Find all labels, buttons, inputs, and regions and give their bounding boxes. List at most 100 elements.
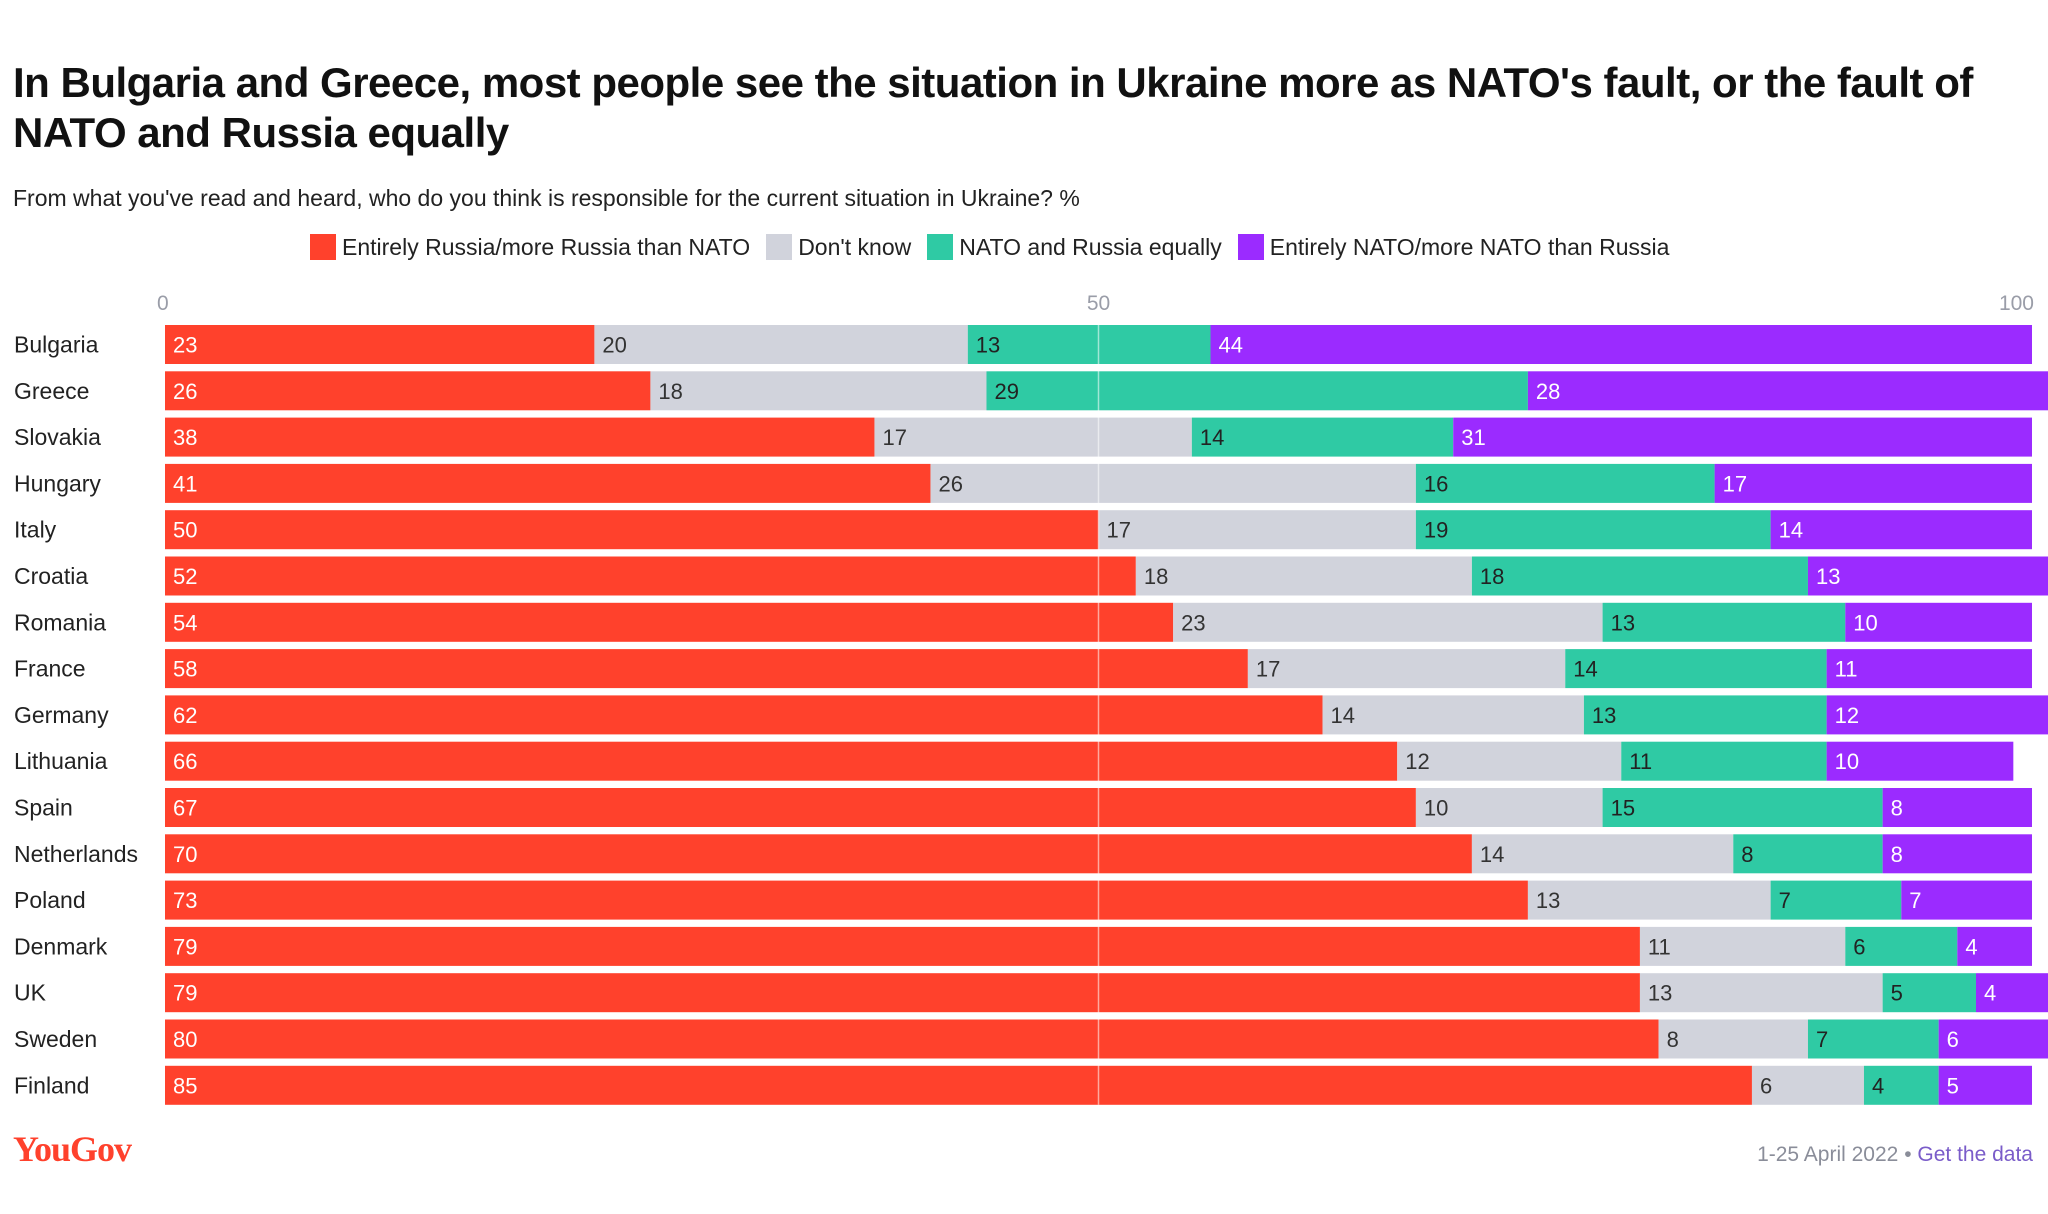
data-label: 19 — [1424, 518, 1448, 543]
data-label: 66 — [173, 749, 197, 774]
bar-segment-entirely-russia-more-russia-than-nato — [165, 926, 1640, 966]
category-label: Finland — [14, 1072, 89, 1098]
bar-segment-nato-and-russia-equally — [1583, 695, 1827, 735]
get-the-data-link[interactable]: Get the data — [1917, 1143, 2033, 1166]
data-label: 20 — [602, 333, 626, 358]
data-label: 17 — [1107, 518, 1131, 543]
data-label: 18 — [1144, 564, 1168, 589]
data-label: 28 — [1536, 379, 1560, 404]
bar-segment-entirely-nato-more-nato-than-russia — [1882, 834, 2032, 874]
data-label: 26 — [938, 471, 962, 496]
footer-info: 1-25 April 2022 • Get the data — [1757, 1143, 2033, 1167]
category-label: Germany — [14, 702, 109, 728]
bar-segment-don-t-know — [1247, 649, 1566, 689]
data-label: 23 — [1181, 610, 1205, 635]
data-label: 6 — [1760, 1073, 1772, 1098]
category-label: France — [14, 656, 86, 682]
legend-swatch — [310, 234, 336, 260]
bar-segment-nato-and-russia-equally — [1415, 463, 1715, 503]
chart-subtitle: From what you've read and heard, who do … — [13, 185, 1080, 211]
data-label: 17 — [1723, 471, 1747, 496]
bar-segment-entirely-russia-more-russia-than-nato — [165, 1065, 1752, 1105]
bar-segment-nato-and-russia-equally — [1770, 880, 1902, 920]
bar-segment-entirely-nato-more-nato-than-russia — [1938, 1019, 2048, 1059]
legend-label: Entirely NATO/more NATO than Russia — [1269, 234, 1670, 260]
data-label: 6 — [1947, 1027, 1959, 1052]
survey-date: 1-25 April 2022 — [1757, 1143, 1899, 1166]
bar-segment-entirely-russia-more-russia-than-nato — [165, 602, 1174, 642]
chart-title: In Bulgaria and Greece, most people see … — [13, 59, 1973, 156]
category-label: UK — [14, 980, 47, 1006]
data-label: 12 — [1835, 703, 1859, 728]
category-label: Romania — [14, 609, 106, 635]
legend-swatch — [1237, 234, 1264, 260]
bar-segment-entirely-nato-more-nato-than-russia — [1210, 325, 2032, 364]
bar-segment-don-t-know — [874, 417, 1192, 457]
bar-segment-entirely-russia-more-russia-than-nato — [165, 788, 1416, 827]
category-label: Netherlands — [14, 841, 138, 867]
data-label: 17 — [882, 425, 906, 450]
x-tick-label: 50 — [1087, 292, 1110, 315]
bar-segment-nato-and-russia-equally — [1845, 926, 1958, 966]
data-label: 5 — [1891, 981, 1903, 1006]
data-label: 13 — [1611, 610, 1635, 635]
bar-segment-nato-and-russia-equally — [1621, 741, 1827, 781]
category-label: Italy — [14, 517, 57, 543]
bar-segment-entirely-russia-more-russia-than-nato — [165, 371, 651, 411]
data-label: 31 — [1461, 425, 1485, 450]
data-label: 10 — [1835, 749, 1859, 774]
bar-segment-don-t-know — [1639, 926, 1846, 966]
data-label: 44 — [1219, 333, 1243, 358]
legend-swatch — [927, 234, 954, 260]
legend-item-nato-and-russia-equally: NATO and Russia equally — [927, 232, 1222, 262]
category-label: Denmark — [14, 933, 108, 959]
data-label: 79 — [173, 934, 197, 959]
data-label: 11 — [1629, 749, 1652, 774]
bar-segment-entirely-russia-more-russia-than-nato — [165, 880, 1528, 920]
data-label: 73 — [173, 888, 197, 913]
data-label: 12 — [1405, 749, 1429, 774]
legend-item-don-t-know: Don't know — [766, 232, 911, 262]
bar-segment-entirely-russia-more-russia-than-nato — [165, 741, 1398, 781]
bar-segment-entirely-russia-more-russia-than-nato — [165, 417, 875, 457]
data-label: 26 — [173, 379, 197, 404]
category-label: Hungary — [14, 470, 101, 496]
data-label: 11 — [1835, 657, 1858, 682]
bar-segment-don-t-know — [1415, 788, 1603, 827]
bar-segment-entirely-nato-more-nato-than-russia — [1826, 741, 2014, 781]
data-label: 14 — [1200, 425, 1224, 450]
chart-legend: Entirely Russia/more Russia than NATO Don… — [310, 232, 1685, 262]
legend-label: Entirely Russia/more Russia than NATO — [342, 234, 751, 260]
bar-segment-nato-and-russia-equally — [1415, 510, 1771, 550]
bar-segment-entirely-russia-more-russia-than-nato — [165, 1019, 1659, 1059]
data-label: 70 — [173, 842, 197, 867]
data-label: 13 — [1592, 703, 1616, 728]
category-label: Bulgaria — [14, 332, 99, 358]
data-label: 8 — [1741, 842, 1753, 867]
data-label: 79 — [173, 981, 197, 1006]
data-label: 4 — [1984, 981, 1996, 1006]
bar-segment-don-t-know — [1173, 602, 1603, 642]
data-label: 41 — [173, 471, 197, 496]
bar-segment-nato-and-russia-equally — [1602, 788, 1883, 827]
bar-segment-entirely-nato-more-nato-than-russia — [1826, 695, 2048, 735]
bar-segment-entirely-nato-more-nato-than-russia — [1453, 417, 2032, 457]
data-label: 18 — [658, 379, 682, 404]
data-label: 13 — [1648, 981, 1672, 1006]
data-label: 6 — [1853, 934, 1865, 959]
bar-segment-nato-and-russia-equally — [1602, 602, 1846, 642]
bar-segment-don-t-know — [1098, 510, 1416, 550]
data-label: 67 — [173, 796, 197, 821]
bar-segment-nato-and-russia-equally — [1471, 556, 1808, 596]
legend-label: NATO and Russia equally — [959, 234, 1222, 260]
data-label: 11 — [1648, 934, 1671, 959]
bar-segment-entirely-russia-more-russia-than-nato — [165, 463, 931, 503]
bar-segment-don-t-know — [1751, 1065, 1864, 1105]
data-label: 23 — [173, 333, 197, 358]
category-label: Sweden — [14, 1026, 97, 1052]
bar-segment-entirely-russia-more-russia-than-nato — [165, 325, 595, 364]
bar-segment-entirely-russia-more-russia-than-nato — [165, 556, 1136, 596]
bar-segment-entirely-nato-more-nato-than-russia — [1807, 556, 2048, 596]
bar-segment-don-t-know — [930, 463, 1416, 503]
data-label: 58 — [173, 657, 197, 682]
